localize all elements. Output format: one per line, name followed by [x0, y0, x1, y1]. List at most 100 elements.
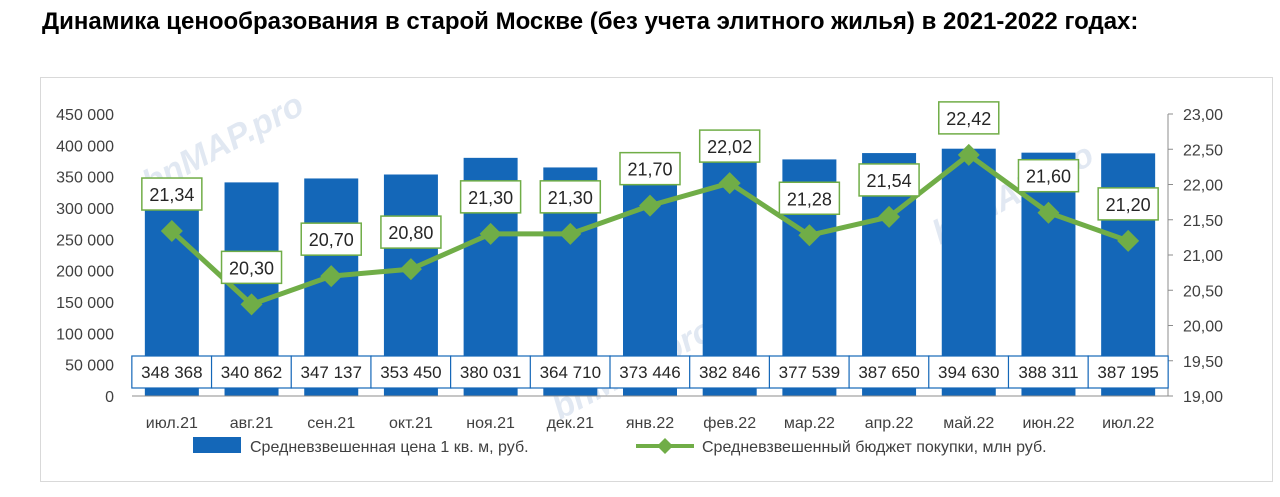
- bar-data-label-box: [1007, 355, 1090, 389]
- right-axis-tick-label: 21,00: [1183, 248, 1223, 265]
- x-axis-tick-label: дек.21: [547, 415, 595, 432]
- bar-data-label: 340 862: [221, 363, 282, 382]
- left-axis-tick-label: 0: [105, 389, 114, 406]
- bar-data-label: 364 710: [540, 363, 601, 382]
- bar-data-label-box: [529, 355, 611, 389]
- left-axis-tick-label: 200 000: [56, 264, 114, 281]
- x-axis-tick-label: июл.22: [1102, 415, 1154, 432]
- bar-data-label: 377 539: [779, 363, 840, 382]
- legend-bar-label: Средневзвешенная цена 1 кв. м, руб.: [250, 439, 529, 456]
- line-data-labels: 21,34 20,30 20,70 20,80 21,30 21,30 21,70 22,02…: [141, 101, 1159, 285]
- chart-frame: [40, 77, 1273, 482]
- legend-bar-swatch: [193, 437, 241, 453]
- line-data-label: 21,70: [627, 160, 672, 180]
- line-marker: [718, 172, 741, 195]
- x-axis-tick-label: июн.22: [1022, 415, 1074, 432]
- line-marker: [479, 222, 502, 245]
- line-data-label: 21,30: [468, 188, 513, 208]
- line-data-label: 21,34: [149, 185, 194, 205]
- line-data-label: 21,54: [867, 171, 912, 191]
- line-data-label-box: [459, 180, 522, 214]
- line-marker: [878, 205, 901, 228]
- right-axis-tick-label: 20,50: [1183, 283, 1223, 300]
- bar-data-label: 347 137: [301, 363, 362, 382]
- line-data-label: 21,20: [1106, 195, 1151, 215]
- line-marker: [798, 224, 821, 247]
- line-marker: [240, 293, 263, 316]
- left-axis-tick-label: 450 000: [56, 107, 114, 124]
- line-series: [160, 143, 1140, 316]
- bar-data-label-box: [370, 355, 452, 389]
- x-axis-tick-label: мар.22: [784, 415, 835, 432]
- legend: Средневзвешенная цена 1 кв. м, руб. Средн…: [193, 437, 1047, 456]
- line-marker: [320, 265, 343, 288]
- bar-data-label-box: [689, 355, 771, 389]
- line-data-label: 20,80: [388, 223, 433, 243]
- line-data-label-box: [380, 215, 442, 249]
- right-axis-tick-label: 19,50: [1183, 354, 1223, 371]
- x-axis-tick-label: ноя.21: [466, 415, 515, 432]
- bar-data-labels: 348 368 340 862 347 137 353 450 380 031 364 7…: [131, 355, 1169, 389]
- left-axis-tick-label: 300 000: [56, 201, 114, 218]
- line-data-label-box: [220, 250, 283, 285]
- x-axis-tick-label: май.22: [943, 415, 994, 432]
- line-data-label-box: [778, 181, 841, 216]
- x-axis: июл.21 авг.21 сен.21 окт.21 ноя.21 дек.21 янв.…: [132, 395, 1168, 432]
- bar-data-label: 382 846: [699, 363, 760, 382]
- right-axis-tick-label: 23,00: [1183, 107, 1223, 124]
- bar-data-label: 348 368: [141, 363, 202, 382]
- x-axis-tick-label: сен.21: [307, 415, 355, 432]
- right-axis-tick-label: 22,00: [1183, 178, 1223, 195]
- line-data-label: 20,70: [309, 230, 354, 250]
- x-axis-tick-label: фев.22: [703, 415, 756, 432]
- line-marker: [559, 222, 582, 245]
- x-axis-tick-label: окт.21: [389, 415, 433, 432]
- bar-data-label: 380 031: [460, 363, 521, 382]
- line-marker: [160, 220, 183, 243]
- line-data-label: 20,30: [229, 258, 274, 278]
- right-axis-tick-label: 21,50: [1183, 213, 1223, 230]
- line-marker: [399, 258, 422, 281]
- left-axis-tick-label: 400 000: [56, 138, 114, 155]
- line-data-label: 21,60: [1026, 167, 1071, 187]
- bar-data-label-box: [609, 355, 691, 389]
- legend-line-label: Средневзвешенный бюджет покупки, млн руб…: [702, 439, 1047, 456]
- line-marker: [1037, 201, 1060, 224]
- bar-data-label: 394 630: [938, 363, 999, 382]
- line-marker: [1117, 229, 1140, 252]
- bar-data-label-box: [848, 355, 930, 389]
- line-data-label: 22,42: [946, 109, 991, 129]
- line-data-label-box: [1017, 158, 1080, 193]
- right-axis-tick-label: 22,50: [1183, 142, 1223, 159]
- line-data-label: 21,30: [548, 188, 593, 208]
- bar-data-label-box: [290, 355, 372, 389]
- left-axis-tick-label: 250 000: [56, 232, 114, 249]
- left-axis-tick-label: 50 000: [65, 358, 114, 375]
- bar-data-label: 387 195: [1097, 363, 1158, 382]
- line-data-label-box: [858, 163, 920, 197]
- legend-line-marker: [657, 438, 673, 454]
- line-marker: [957, 143, 980, 166]
- line-data-label-box: [141, 177, 203, 211]
- line-data-label-box: [619, 151, 681, 186]
- chart-title: Динамика ценообразования в старой Москве…: [42, 8, 1139, 35]
- bar-data-label-box: [210, 355, 293, 389]
- line-data-label: 21,28: [787, 189, 832, 209]
- bar-data-label: 388 311: [1018, 363, 1078, 382]
- bar-data-label-box: [450, 355, 532, 389]
- x-axis-tick-label: авг.21: [230, 415, 274, 432]
- line-data-label-box: [300, 222, 362, 256]
- left-axis: 0 50 000 100 000 150 000 200 000 250 000 300 0…: [56, 107, 114, 406]
- line-marker: [639, 194, 661, 217]
- bar-data-label-box: [1087, 355, 1169, 389]
- left-axis-tick-label: 100 000: [56, 326, 114, 343]
- bar-data-label: 387 650: [858, 363, 919, 382]
- line-data-label-box: [1097, 187, 1159, 221]
- bar-data-label-box: [131, 355, 213, 389]
- left-axis-tick-label: 150 000: [56, 295, 114, 312]
- bar: [941, 148, 996, 396]
- right-axis-tick-label: 19,00: [1183, 389, 1223, 406]
- left-axis-tick-label: 350 000: [56, 170, 114, 187]
- x-axis-tick-label: янв.22: [626, 415, 674, 432]
